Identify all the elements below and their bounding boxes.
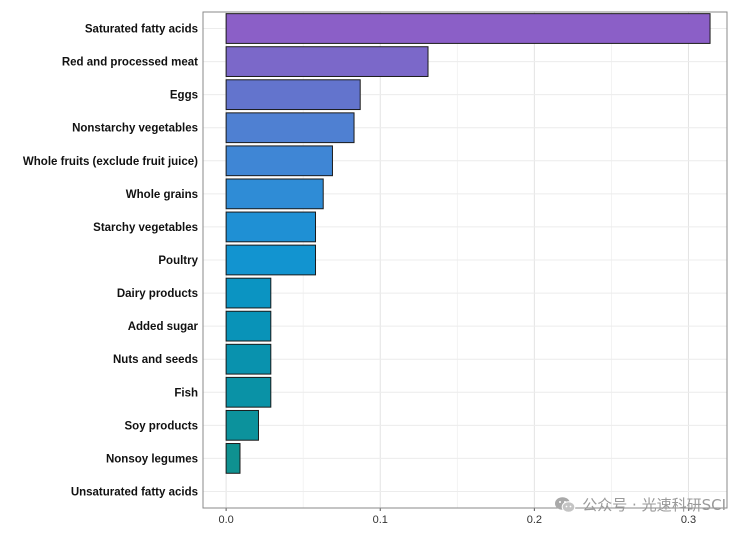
bar (225, 112, 355, 144)
bars (225, 13, 711, 474)
wechat-icon (555, 496, 576, 513)
bar (225, 343, 272, 375)
plot-border (202, 11, 728, 509)
category-label: Whole grains (126, 189, 198, 201)
bar (225, 46, 429, 77)
x-tick-label: 0.3 (681, 514, 696, 526)
category-label: Starchy vegetables (93, 222, 198, 234)
category-label: Nonsoy legumes (106, 453, 198, 465)
bar (225, 244, 317, 276)
watermark-text: 公众号 · 光速科研SCI (582, 496, 726, 514)
category-label: Soy products (125, 420, 198, 432)
category-label: Whole fruits (exclude fruit juice) (23, 156, 198, 168)
bar (225, 409, 259, 441)
category-label: Nonstarchy vegetables (72, 123, 198, 135)
category-label: Fish (174, 387, 198, 399)
x-axis-ticks: 0.0 0.1 0.2 0.3 (218, 508, 696, 526)
category-label: Nuts and seeds (113, 354, 198, 366)
bar (225, 13, 711, 44)
category-label: Unsaturated fatty acids (71, 486, 198, 498)
bar (225, 376, 272, 408)
category-label: Red and processed meat (62, 57, 198, 69)
bar (225, 145, 333, 177)
category-label: Added sugar (128, 321, 199, 333)
category-label: Dairy products (117, 288, 198, 300)
watermark: 公众号 · 光速科研SCI (554, 494, 726, 515)
bar (225, 443, 241, 474)
bar (225, 79, 361, 111)
bar (225, 211, 317, 243)
category-labels: Saturated fatty acids Red and processed m… (23, 24, 199, 499)
bar (225, 277, 272, 309)
category-label: Eggs (170, 90, 198, 102)
x-tick-label: 0.0 (218, 514, 233, 526)
x-tick-label: 0.1 (373, 514, 388, 526)
bar (225, 310, 272, 342)
category-label: Saturated fatty acids (85, 24, 198, 36)
x-tick-label: 0.2 (527, 514, 542, 526)
bar (225, 178, 324, 210)
category-label: Poultry (158, 255, 198, 267)
